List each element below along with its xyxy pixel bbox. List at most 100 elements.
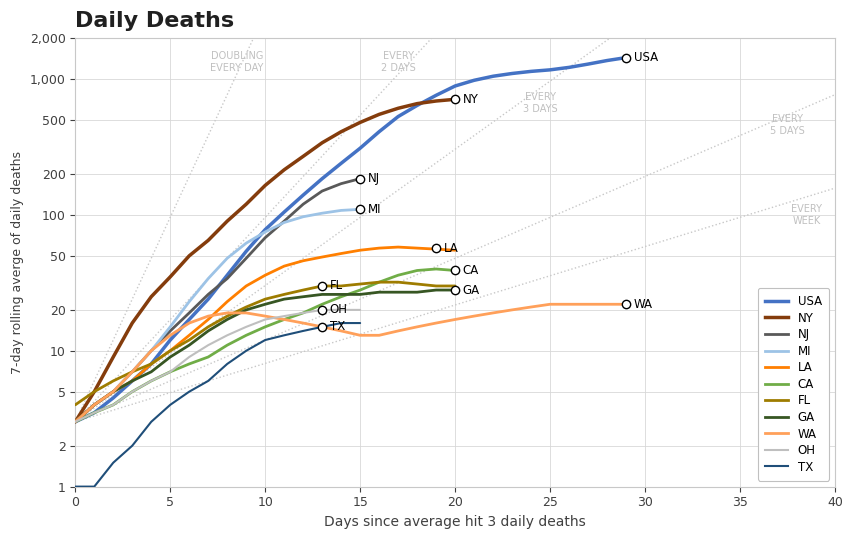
Line: GA: GA (75, 290, 455, 422)
GA (184, 342, 194, 348)
USA (70, 418, 80, 425)
GA (298, 293, 308, 300)
Text: EVERY
3 DAYS: EVERY 3 DAYS (523, 92, 557, 114)
Text: OH: OH (329, 303, 347, 316)
FL (184, 337, 194, 343)
WA (127, 369, 137, 375)
CA (222, 342, 232, 348)
LA (70, 418, 80, 425)
USA (431, 92, 441, 98)
OH (89, 409, 99, 416)
LA (184, 332, 194, 339)
WA (374, 332, 384, 339)
OH (335, 307, 345, 313)
FL (70, 402, 80, 408)
CA (184, 361, 194, 367)
TX (203, 377, 213, 384)
MI (184, 299, 194, 305)
NY (260, 182, 270, 188)
USA (411, 102, 421, 109)
OH (127, 388, 137, 395)
LA (392, 244, 403, 251)
WA (298, 320, 308, 326)
GA (316, 291, 327, 298)
TX (184, 388, 194, 395)
WA (335, 328, 345, 334)
NJ (260, 234, 270, 241)
FL (127, 369, 137, 375)
WA (279, 316, 289, 323)
Text: MI: MI (368, 203, 380, 216)
NY (355, 119, 365, 126)
NJ (279, 218, 289, 225)
MI (260, 228, 270, 235)
NJ (127, 369, 137, 375)
MI (298, 213, 308, 220)
USA (298, 192, 308, 198)
FL (222, 313, 232, 319)
CA (450, 267, 460, 274)
Text: TX: TX (329, 320, 345, 333)
WA (89, 402, 99, 408)
CA (260, 323, 270, 330)
TX (279, 332, 289, 339)
GA (127, 377, 137, 384)
CA (411, 267, 421, 274)
WA (507, 307, 517, 313)
Text: EVERY
2 DAYS: EVERY 2 DAYS (380, 51, 415, 73)
GA (260, 301, 270, 307)
LA (203, 316, 213, 323)
GA (222, 316, 232, 323)
FL (203, 323, 213, 330)
USA (108, 395, 119, 401)
USA (563, 64, 573, 71)
MI (316, 210, 327, 217)
Text: DOUBLING
EVERY DAY: DOUBLING EVERY DAY (210, 51, 263, 73)
FL (260, 296, 270, 302)
Text: USA: USA (633, 51, 657, 64)
Line: NY: NY (75, 99, 455, 422)
USA (279, 209, 289, 215)
USA (184, 316, 194, 323)
OH (108, 402, 119, 408)
USA (392, 113, 403, 120)
Line: CA: CA (75, 269, 455, 422)
CA (298, 309, 308, 316)
OH (298, 309, 308, 316)
GA (450, 287, 460, 293)
MI (241, 240, 251, 246)
GA (392, 289, 403, 295)
WA (450, 316, 460, 323)
CA (316, 301, 327, 307)
WA (165, 332, 175, 339)
MI (203, 275, 213, 282)
OH (279, 313, 289, 319)
NJ (108, 388, 119, 395)
USA (450, 83, 460, 89)
WA (184, 320, 194, 326)
CA (146, 377, 156, 384)
MI (146, 348, 156, 354)
CA (127, 388, 137, 395)
OH (355, 307, 365, 313)
CA (431, 266, 441, 272)
OH (316, 307, 327, 313)
USA (146, 361, 156, 367)
NY (70, 418, 80, 425)
Line: FL: FL (75, 282, 455, 405)
LA (411, 245, 421, 251)
WA (260, 313, 270, 319)
NY (184, 253, 194, 259)
WA (468, 313, 479, 319)
LA (335, 250, 345, 256)
TX (89, 483, 99, 490)
WA (355, 332, 365, 339)
LA (298, 258, 308, 264)
WA (544, 301, 554, 307)
GA (374, 289, 384, 295)
TX (108, 460, 119, 466)
TX (127, 442, 137, 449)
NY (411, 100, 421, 107)
Text: Daily Deaths: Daily Deaths (75, 11, 234, 31)
USA (165, 337, 175, 343)
